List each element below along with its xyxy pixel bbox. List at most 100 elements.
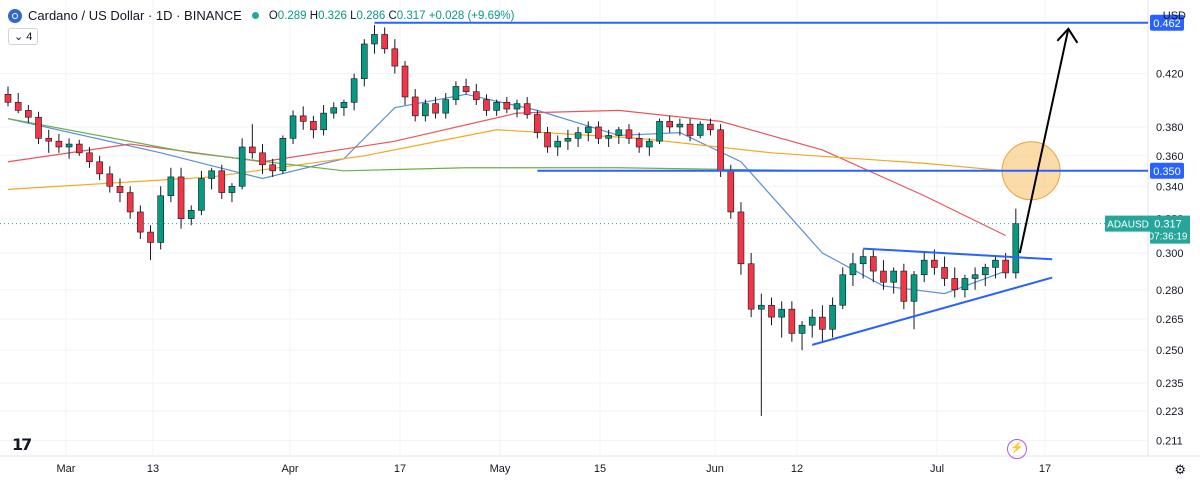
candle-body	[4, 94, 12, 103]
candle-body	[778, 308, 785, 318]
candle-body	[106, 173, 114, 187]
candle-body	[707, 123, 714, 131]
gear-icon[interactable]: ⚙	[1174, 462, 1186, 477]
candle-body	[981, 267, 989, 276]
y-tick-label: 0.235	[1156, 378, 1184, 390]
y-tick-label: 0.340	[1156, 181, 1184, 193]
candle-body	[656, 121, 663, 142]
indicators-toggle[interactable]: ⌄ 4	[8, 28, 39, 45]
candle-body	[483, 99, 490, 111]
current-price-value: 0.317	[1154, 219, 1182, 231]
candle-body	[381, 34, 388, 50]
x-tick-label: 12	[791, 463, 803, 475]
projection-arrow-line	[1018, 28, 1070, 254]
candle-body	[310, 121, 317, 131]
candle-body	[625, 129, 633, 139]
candle-body	[299, 115, 307, 122]
candle-body	[360, 43, 368, 80]
symbol-tag	[1105, 215, 1151, 232]
candle-body	[717, 129, 724, 172]
candle-body	[676, 123, 684, 128]
candle-body	[350, 78, 358, 103]
candle-body	[137, 211, 144, 233]
candle-body	[595, 126, 602, 139]
candle-body	[340, 101, 348, 108]
x-tick-label: 13	[147, 463, 159, 475]
y-tick-label: 0.380	[1156, 122, 1184, 134]
market-status-icon	[251, 12, 259, 19]
candle-body	[992, 259, 999, 268]
symbol-title[interactable]: Cardano / US Dollar · 1D · BINANCE	[28, 8, 242, 23]
candle-body	[1012, 223, 1020, 274]
candle-body	[829, 304, 836, 330]
x-tick-label: Jul	[930, 463, 944, 475]
level-tag-label: 0.350	[1153, 166, 1181, 178]
x-tick-label: May	[490, 463, 511, 475]
candle-body	[534, 114, 541, 133]
candle-body	[798, 324, 806, 334]
candle-body	[768, 304, 775, 318]
candle-body	[249, 146, 256, 154]
candle-body	[167, 176, 175, 197]
candle-body	[411, 96, 419, 117]
y-tick-label: 0.223	[1156, 406, 1184, 418]
candle-body	[269, 164, 276, 172]
candle-body	[442, 99, 450, 114]
candle-body	[666, 121, 674, 128]
candle-body	[432, 103, 439, 114]
candle-body	[869, 256, 877, 272]
candle-body	[737, 211, 745, 265]
candle-body	[920, 259, 928, 276]
candle-body	[401, 65, 409, 98]
candle-body	[727, 170, 735, 213]
cardano-logo-icon	[8, 8, 22, 23]
candle-body	[564, 138, 572, 142]
candle-body	[605, 135, 612, 139]
candle-body	[1002, 259, 1009, 274]
x-tick-label: 15	[594, 463, 606, 475]
candle-body	[157, 195, 164, 243]
candle-body	[890, 270, 897, 283]
candle-body	[65, 143, 73, 148]
candle-body	[554, 140, 562, 148]
chart-header: Cardano / US Dollar · 1D · BINANCE O0.28…	[8, 8, 514, 23]
x-tick-label: 17	[1039, 463, 1051, 475]
candle-body	[116, 185, 124, 193]
candle-body	[574, 132, 582, 139]
level-tag	[1150, 162, 1184, 179]
ohlc-readout: O0.289 H0.326 L0.286 C0.317 +0.028 (+9.6…	[268, 9, 515, 22]
candle-body	[880, 270, 887, 283]
candle-body	[951, 278, 959, 291]
candle-body	[788, 308, 796, 334]
flash-icon[interactable]: ⚡	[1007, 439, 1027, 459]
y-tick-label: 0.300	[1156, 248, 1184, 260]
candle-body	[391, 48, 399, 67]
tradingview-logo-icon[interactable]: 𝟭𝟳	[12, 437, 32, 454]
candle-body	[96, 161, 103, 175]
candle-body	[218, 170, 226, 193]
candle-body	[819, 316, 826, 330]
candle-body	[55, 140, 63, 148]
candle-body	[289, 115, 297, 139]
x-tick-label: Jun	[706, 463, 724, 475]
candle-body	[25, 110, 32, 118]
candle-body	[758, 304, 765, 310]
y-tick-label: 0.265	[1156, 314, 1184, 326]
projection-arrow-head	[1056, 27, 1079, 44]
symbol-tag-label: ADAUSD	[1107, 220, 1149, 231]
candle-body	[615, 129, 623, 136]
candle-body	[472, 91, 480, 100]
candle-body	[228, 185, 236, 193]
candle-body	[279, 138, 287, 172]
y-tick-label: 0.360	[1156, 151, 1184, 163]
candle-body	[941, 267, 948, 279]
candle-body	[686, 123, 694, 136]
candle-body	[646, 140, 653, 148]
level-tag-label: 0.462	[1153, 18, 1181, 30]
candle-body	[493, 101, 500, 111]
current-price-tag	[1150, 215, 1190, 244]
x-tick-label: 17	[394, 463, 406, 475]
candle-body	[910, 274, 918, 302]
currency-label[interactable]: USD	[1162, 10, 1186, 22]
